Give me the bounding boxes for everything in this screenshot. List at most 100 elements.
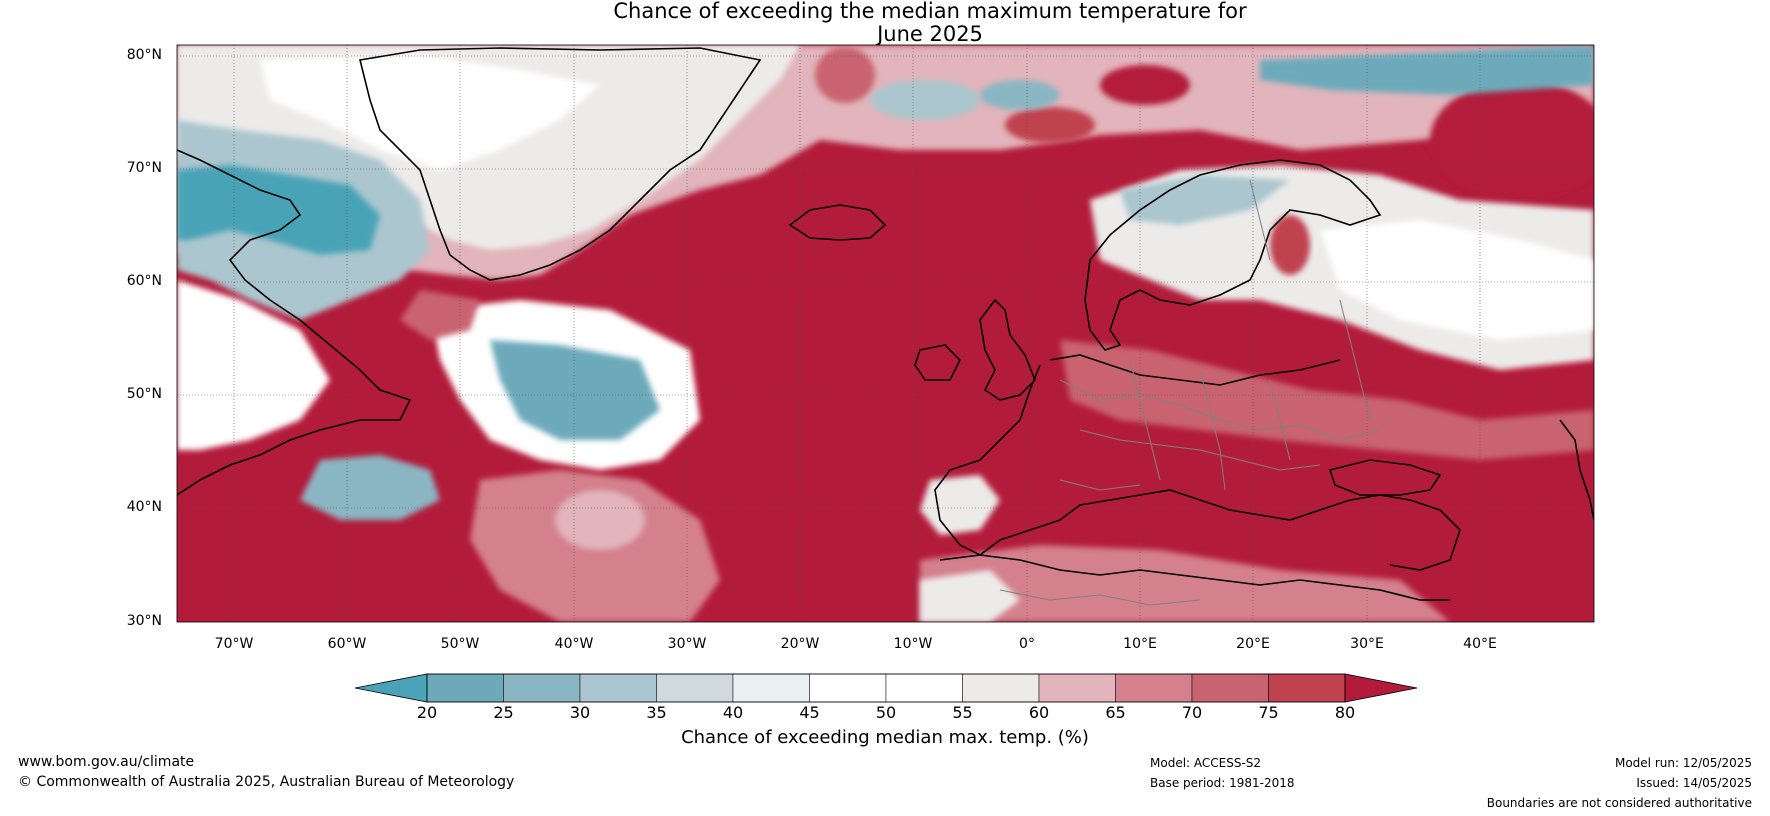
disclaimer-text: Boundaries are not considered authoritat… (1486, 796, 1752, 810)
colorbar-segment (1191, 673, 1269, 703)
colorbar-segment (962, 673, 1040, 703)
border-line-3 (1129, 359, 1161, 481)
lat-label-40n: 40°N (126, 499, 162, 515)
arctic-cool-streak (1260, 45, 1594, 95)
lon-label-20w: 20°W (780, 636, 820, 652)
labrador-neutral-zone (177, 280, 330, 450)
border-line-5 (1269, 379, 1291, 461)
lon-label-50w: 50°W (440, 636, 480, 652)
colorbar-tick-label: 30 (569, 703, 591, 722)
colorbar-tick-label: 25 (493, 703, 514, 722)
colorbar-segments (354, 673, 1418, 703)
title-line-1: Chance of exceeding the median maximum t… (613, 0, 1247, 23)
lon-label-0: 0° (1019, 636, 1035, 652)
ireland-coast (914, 344, 961, 381)
chart-title: Chance of exceeding the median maximum t… (565, 0, 1295, 46)
north-europe-coast (1049, 354, 1341, 386)
colorbar-segment (1115, 673, 1193, 703)
colorbar-segment (1268, 673, 1346, 703)
lat-label-70n: 70°N (126, 160, 162, 176)
border-line-8 (1249, 179, 1271, 261)
border-line-9 (999, 589, 1201, 606)
border-line-2 (1079, 429, 1321, 471)
lon-label-70w: 70°W (214, 636, 254, 652)
scandinavia-cool-patch (1120, 175, 1290, 225)
south-europe-coast (934, 364, 1461, 571)
colorbar-tick-label: 50 (875, 703, 897, 722)
base-period-text: Base period: 1981-2018 (1150, 776, 1295, 790)
caspian-coast (1559, 419, 1594, 521)
colorbar-tick-label: 80 (1334, 703, 1356, 722)
colorbar-segment (732, 673, 810, 703)
black-sea-coast (1328, 459, 1442, 496)
europe-moderate-band (1060, 340, 1594, 460)
colorbar-segment (656, 673, 734, 703)
north-africa-coast (939, 554, 1450, 601)
colorbar-tick-label: 70 (1181, 703, 1203, 722)
border-line-6 (1339, 299, 1371, 421)
lat-label-60n: 60°N (126, 273, 162, 289)
issued-text: Issued: 14/05/2025 (1636, 776, 1752, 790)
east-greenland-warm-blob (815, 47, 875, 103)
svalbard-warm-blob (1100, 65, 1190, 105)
arctic-warm-blob (1005, 107, 1095, 143)
newfoundland-cool-patch (300, 455, 440, 520)
colorbar-tick-label: 40 (722, 703, 744, 722)
scandinavia-coast (1084, 159, 1382, 351)
lon-label-30w: 30°W (667, 636, 707, 652)
colorbar-tick-label: 75 (1258, 703, 1279, 722)
greenland-coast (359, 47, 762, 281)
border-line-1 (1059, 379, 1381, 441)
probability-field (177, 45, 1594, 622)
model-run-text: Model run: 12/05/2025 (1614, 756, 1752, 770)
colorbar-label: Chance of exceeding median max. temp. (%… (681, 727, 1089, 748)
lat-label-80n: 80°N (126, 47, 162, 63)
graticule (177, 45, 1594, 622)
colorbar-segment (426, 673, 504, 703)
north-america-coast (177, 149, 412, 496)
colorbar-segment (1038, 673, 1116, 703)
border-line-7 (1059, 479, 1141, 491)
lon-label-10w: 10°W (893, 636, 933, 652)
baffin-cold-core (177, 165, 380, 255)
lon-label-20e: 20°E (1236, 636, 1270, 652)
colorbar (354, 673, 1418, 703)
lon-label-10e: 10°E (1123, 636, 1157, 652)
great-britain-coast (979, 298, 1036, 401)
colorbar-tick-label: 60 (1028, 703, 1050, 722)
website-text: www.bom.gov.au/climate (18, 754, 195, 770)
sahara-moderate-zone (920, 545, 1450, 622)
finland-warm-patch (1270, 215, 1310, 275)
nw-atlantic-cool-core (490, 340, 660, 440)
colorbar-tick-label: 35 (646, 703, 667, 722)
colorbar-segment (809, 673, 887, 703)
lon-label-40e: 40°E (1463, 636, 1497, 652)
iceland-coast (788, 204, 887, 241)
subtropical-light-patch (555, 490, 645, 550)
coastlines (177, 47, 1594, 601)
model-text: Model: ACCESS-S2 (1150, 756, 1262, 770)
colorbar-extend-low (354, 673, 428, 703)
border-line-4 (1199, 369, 1226, 491)
colorbar-segment (579, 673, 657, 703)
lat-label-30n: 30°N (126, 613, 162, 629)
arctic-cool-patch-2 (980, 80, 1060, 110)
morocco-neutral-patch (920, 570, 1020, 622)
colorbar-tick-label: 65 (1105, 703, 1126, 722)
lon-label-30e: 30°E (1350, 636, 1384, 652)
map-frame (176, 44, 1595, 623)
barents-warm-blob (1430, 80, 1594, 200)
lat-label-50n: 50°N (126, 386, 162, 402)
colorbar-extend-high (1344, 673, 1418, 703)
russia-neutral-core (1320, 220, 1594, 340)
colorbar-tick-label: 55 (952, 703, 973, 722)
title-line-2: June 2025 (877, 22, 983, 46)
greenland-white-patch (260, 55, 600, 170)
country-borders (999, 179, 1381, 606)
colorbar-segment (885, 673, 963, 703)
colorbar-segment (503, 673, 581, 703)
arctic-cool-patch (870, 80, 980, 120)
lon-label-40w: 40°W (554, 636, 594, 652)
colorbar-frame (426, 673, 1346, 703)
